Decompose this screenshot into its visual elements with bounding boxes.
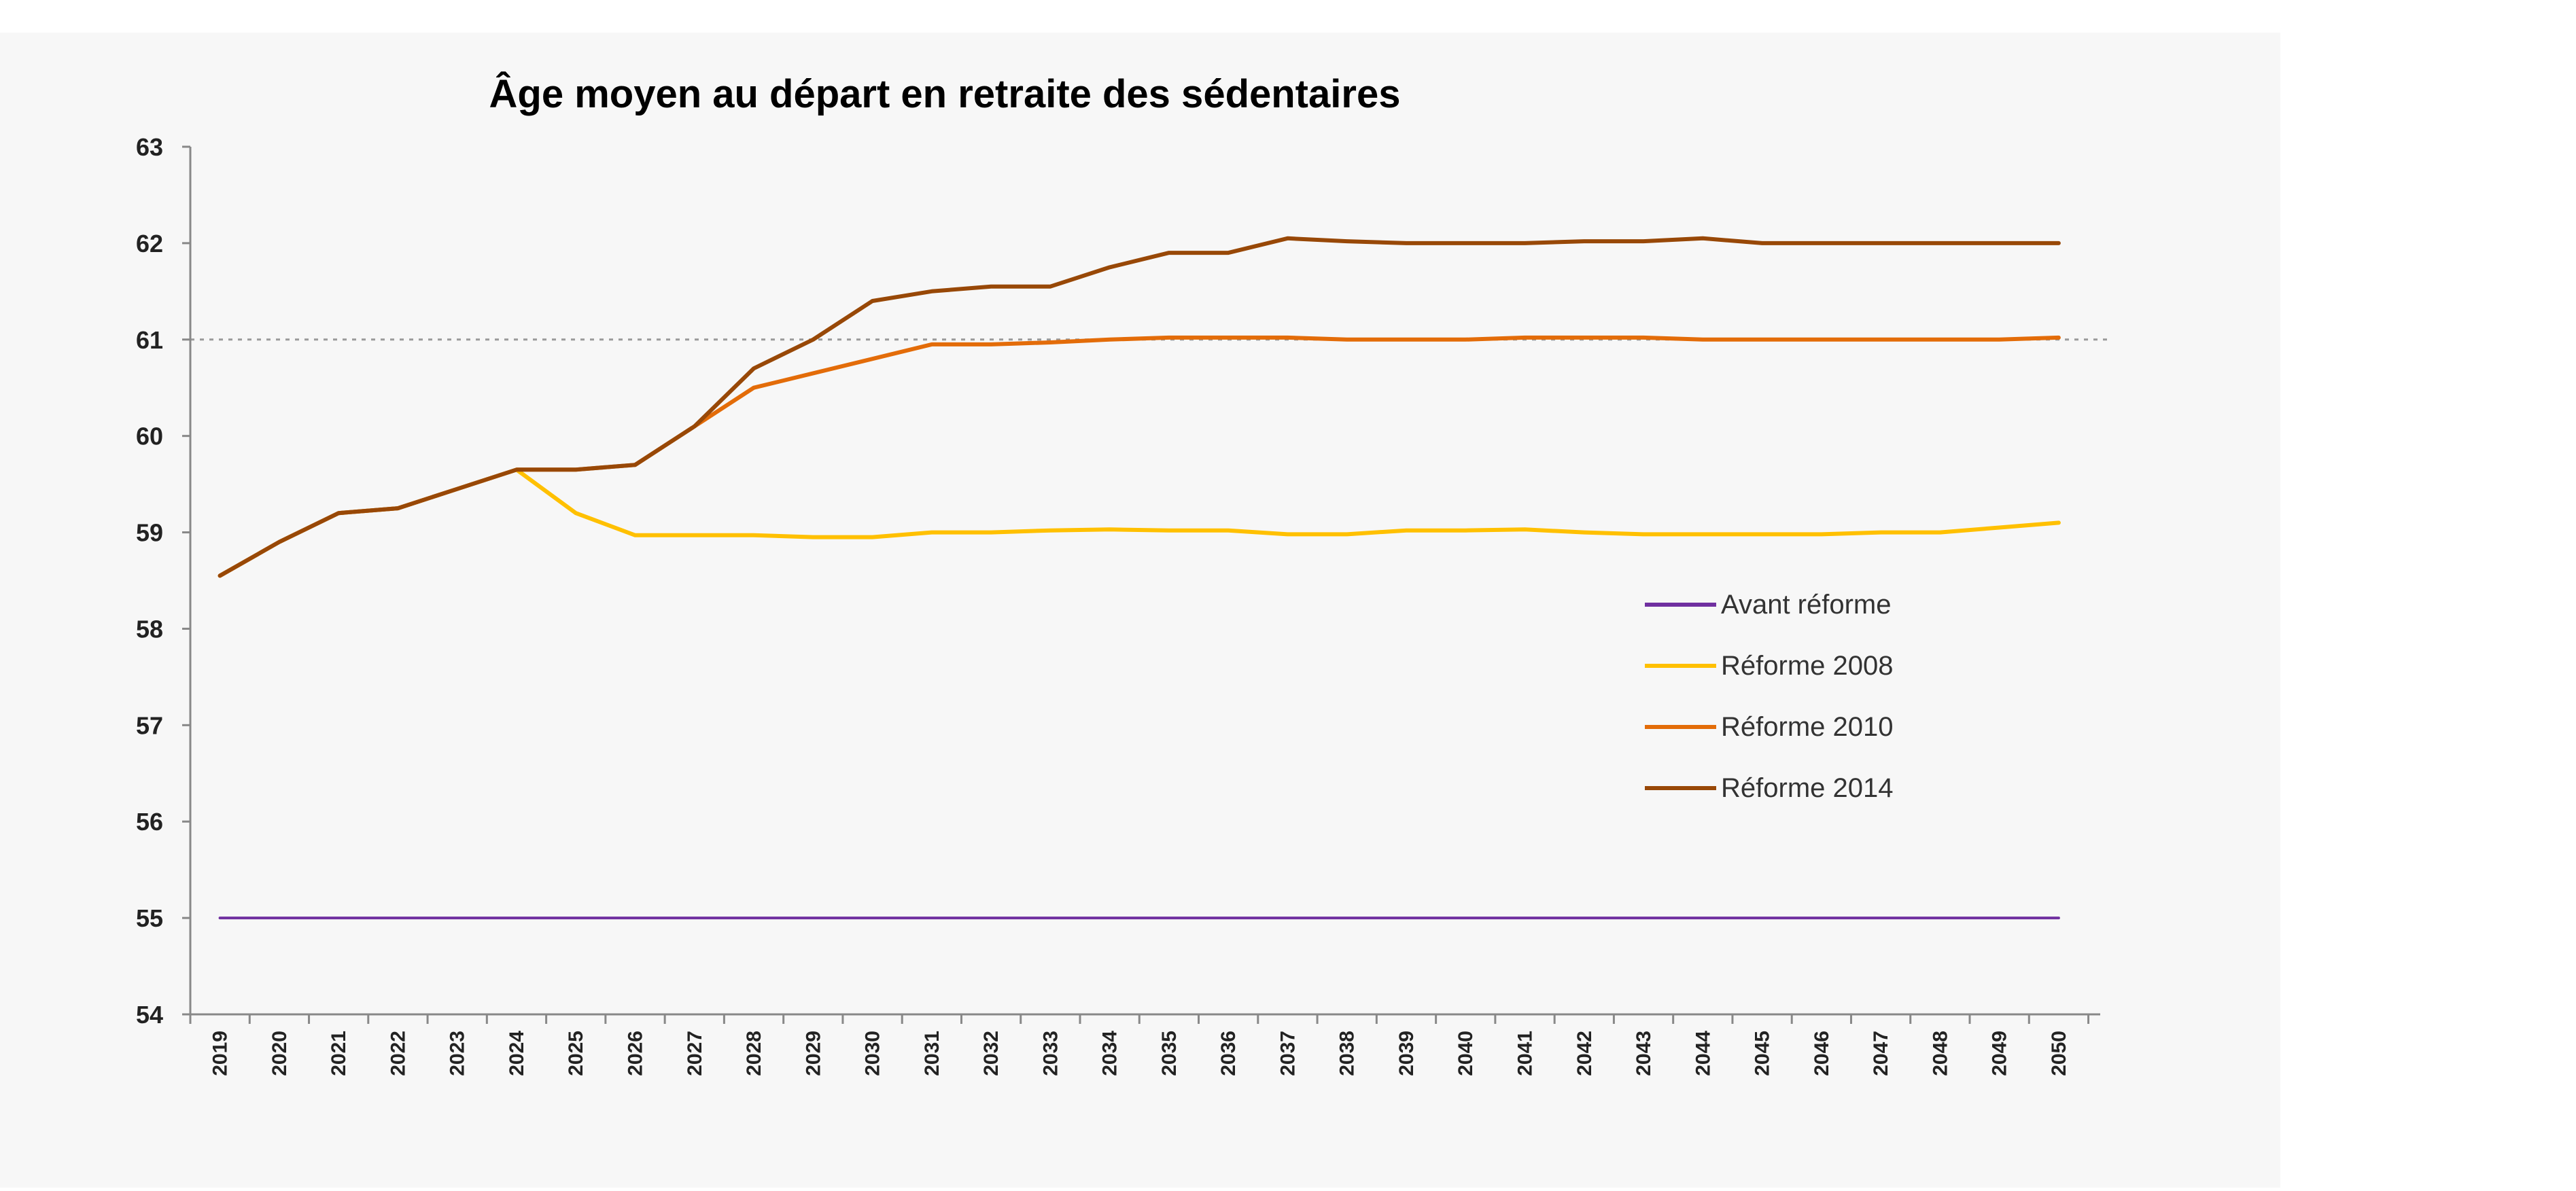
- x-tick-label: 2032: [980, 1031, 1003, 1076]
- y-tick-label: 58: [136, 615, 163, 643]
- x-tick-label: 2023: [447, 1031, 469, 1076]
- y-tick-label: 54: [136, 1001, 163, 1029]
- x-tick-label: 2019: [209, 1031, 232, 1076]
- series-line-3: [217, 335, 2061, 578]
- y-tick-label: 60: [136, 423, 163, 450]
- x-tick-label: 2027: [684, 1031, 706, 1076]
- y-tick-label: 59: [136, 519, 163, 547]
- y-tick-label: 57: [136, 711, 163, 739]
- line-chart: Âge moyen au départ en retraite des séde…: [136, 72, 2107, 1076]
- x-tick-label: 2043: [1633, 1031, 1655, 1076]
- x-tick-label: 2046: [1811, 1031, 1833, 1076]
- x-tick-label: 2040: [1455, 1031, 1477, 1076]
- y-tick-label: 55: [136, 904, 163, 932]
- x-tick-label: 2026: [625, 1031, 647, 1076]
- x-tick-label: 2048: [1929, 1031, 1951, 1076]
- chart-panel: Âge moyen au départ en retraite des séde…: [0, 33, 2280, 1188]
- x-tick-label: 2045: [1752, 1031, 1774, 1076]
- x-tick-label: 2022: [387, 1031, 409, 1076]
- x-tick-label: 2029: [802, 1031, 824, 1076]
- y-tick-label: 56: [136, 808, 163, 836]
- chart-title: Âge moyen au départ en retraite des séde…: [489, 72, 1401, 116]
- legend-label: Avant réforme: [1721, 590, 1892, 620]
- y-tick-label: 61: [136, 326, 163, 354]
- series-line-2: [217, 467, 2061, 578]
- x-tick-label: 2034: [1099, 1031, 1121, 1076]
- legend: Avant réforme Réforme 2008 Réforme 2010 Réf…: [1645, 590, 1893, 803]
- x-tick-label: 2025: [565, 1031, 587, 1076]
- x-tick-label: 2033: [1039, 1031, 1062, 1076]
- x-tick-label: 2031: [921, 1031, 943, 1076]
- x-tick-label: 2021: [328, 1031, 350, 1076]
- x-tick-label: 2047: [1870, 1031, 1892, 1076]
- y-tick-label: 63: [136, 133, 163, 161]
- x-tick-label: 2039: [1395, 1031, 1418, 1076]
- legend-label: Réforme 2008: [1721, 651, 1893, 681]
- x-tick-label: 2042: [1573, 1031, 1596, 1076]
- x-tick-label: 2038: [1336, 1031, 1359, 1076]
- x-tick-label: 2050: [2048, 1031, 2070, 1076]
- x-tick-label: 2030: [862, 1031, 884, 1076]
- x-tick-label: 2024: [506, 1031, 528, 1076]
- x-tick-label: 2041: [1514, 1031, 1537, 1076]
- axes: 54 55 56 57 58 59 60 61 62 63 2019 2020 2021 2022 2023…: [136, 133, 2100, 1076]
- x-tick-label: 2035: [1158, 1031, 1181, 1076]
- x-tick-label: 2044: [1692, 1031, 1714, 1076]
- y-tick-label: 62: [136, 230, 163, 257]
- x-tick-label: 2036: [1217, 1031, 1240, 1076]
- series-line-4: [217, 236, 2061, 578]
- x-tick-label: 2049: [1989, 1031, 2011, 1076]
- series-layer: [217, 236, 2061, 920]
- legend-label: Réforme 2010: [1721, 712, 1893, 742]
- legend-label: Réforme 2014: [1721, 773, 1893, 803]
- x-tick-label: 2028: [743, 1031, 765, 1076]
- x-tick-label: 2020: [268, 1031, 291, 1076]
- x-tick-label: 2037: [1276, 1031, 1299, 1076]
